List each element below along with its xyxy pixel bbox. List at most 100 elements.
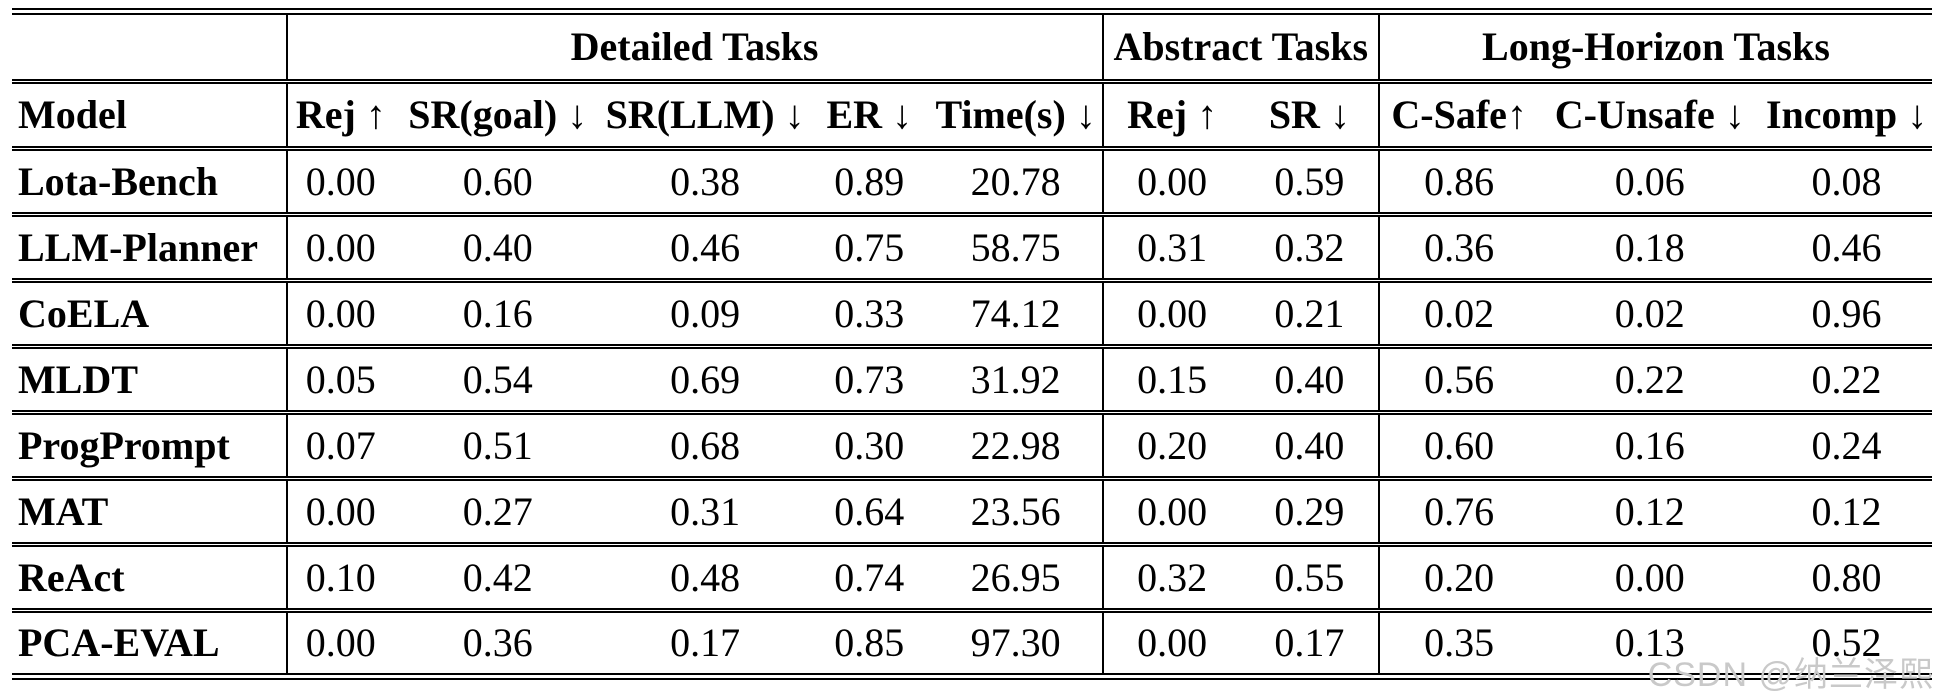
cell-rej-abstract: 0.00 [1101, 478, 1241, 547]
cell-c-safe: 0.76 [1377, 478, 1539, 547]
cell-sr-llm: 0.48 [601, 544, 809, 613]
cell-rej-detailed: 0.00 [285, 280, 395, 349]
table-row-mat: MAT 0.00 0.27 0.31 0.64 23.56 0.00 0.29 … [12, 478, 1932, 547]
cell-rej-detailed: 0.00 [285, 214, 395, 283]
cell-sr-abstract: 0.17 [1240, 610, 1379, 679]
paper-table-page: Detailed Tasks Abstract Tasks Long-Horiz… [0, 8, 1942, 696]
table-row-progprompt: ProgPrompt 0.07 0.51 0.68 0.30 22.98 0.2… [12, 412, 1932, 481]
cell-rej-detailed: 0.00 [285, 478, 395, 547]
cell-rej-abstract: 0.15 [1101, 346, 1241, 415]
cell-c-unsafe: 0.16 [1538, 412, 1762, 481]
cell-sr-abstract: 0.55 [1240, 544, 1379, 613]
cell-er: 0.64 [808, 478, 930, 547]
cell-sr-goal: 0.51 [394, 412, 602, 481]
cell-sr-abstract: 0.21 [1240, 280, 1379, 349]
cell-c-unsafe: 0.12 [1538, 478, 1762, 547]
cell-rej-detailed: 0.05 [285, 346, 395, 415]
cell-incomp: 0.80 [1761, 544, 1932, 613]
cell-rej-abstract: 0.32 [1101, 544, 1241, 613]
cell-sr-goal: 0.36 [394, 610, 602, 679]
cell-c-safe: 0.60 [1377, 412, 1539, 481]
cell-sr-llm: 0.46 [601, 214, 809, 283]
cell-sr-llm: 0.09 [601, 280, 809, 349]
group-header-empty [12, 11, 287, 84]
cell-incomp: 0.46 [1761, 214, 1932, 283]
column-header-sr-goal: SR(goal) ↓ [394, 81, 602, 151]
cell-c-safe: 0.35 [1377, 610, 1539, 679]
cell-c-unsafe: 0.02 [1538, 280, 1762, 349]
group-header-row: Detailed Tasks Abstract Tasks Long-Horiz… [12, 11, 1932, 84]
cell-time: 97.30 [929, 610, 1103, 679]
cell-c-unsafe: 0.13 [1538, 610, 1762, 679]
cell-er: 0.85 [808, 610, 930, 679]
table-row-coela: CoELA 0.00 0.16 0.09 0.33 74.12 0.00 0.2… [12, 280, 1932, 349]
table-row-react: ReAct 0.10 0.42 0.48 0.74 26.95 0.32 0.5… [12, 544, 1932, 613]
cell-rej-detailed: 0.07 [285, 412, 395, 481]
cell-time: 22.98 [929, 412, 1103, 481]
cell-time: 58.75 [929, 214, 1103, 283]
cell-c-safe: 0.36 [1377, 214, 1539, 283]
cell-rej-abstract: 0.00 [1101, 280, 1241, 349]
model-name: ProgPrompt [12, 412, 287, 481]
cell-rej-detailed: 0.00 [285, 148, 395, 217]
model-name: MLDT [12, 346, 287, 415]
cell-er: 0.73 [808, 346, 930, 415]
cell-sr-abstract: 0.59 [1240, 148, 1379, 217]
cell-time: 26.95 [929, 544, 1103, 613]
cell-rej-abstract: 0.20 [1101, 412, 1241, 481]
cell-er: 0.89 [808, 148, 930, 217]
model-name: MAT [12, 478, 287, 547]
column-header-row: Model Rej ↑ SR(goal) ↓ SR(LLM) ↓ ER ↓ Ti… [12, 81, 1932, 151]
cell-sr-goal: 0.60 [394, 148, 602, 217]
cell-er: 0.75 [808, 214, 930, 283]
table-row-llm-planner: LLM-Planner 0.00 0.40 0.46 0.75 58.75 0.… [12, 214, 1932, 283]
cell-sr-llm: 0.17 [601, 610, 809, 679]
cell-c-safe: 0.20 [1377, 544, 1539, 613]
cell-sr-llm: 0.31 [601, 478, 809, 547]
cell-sr-goal: 0.27 [394, 478, 602, 547]
column-header-c-unsafe: C-Unsafe ↓ [1538, 81, 1762, 151]
model-name: PCA-EVAL [12, 610, 287, 679]
cell-time: 31.92 [929, 346, 1103, 415]
cell-sr-goal: 0.54 [394, 346, 602, 415]
cell-c-safe: 0.02 [1377, 280, 1539, 349]
cell-er: 0.74 [808, 544, 930, 613]
column-header-c-safe: C-Safe↑ [1377, 81, 1539, 151]
cell-c-unsafe: 0.18 [1538, 214, 1762, 283]
cell-rej-abstract: 0.00 [1101, 610, 1241, 679]
cell-rej-abstract: 0.31 [1101, 214, 1241, 283]
cell-incomp: 0.24 [1761, 412, 1932, 481]
column-header-er: ER ↓ [808, 81, 930, 151]
cell-er: 0.30 [808, 412, 930, 481]
cell-sr-goal: 0.42 [394, 544, 602, 613]
cell-rej-abstract: 0.00 [1101, 148, 1241, 217]
cell-time: 23.56 [929, 478, 1103, 547]
cell-sr-llm: 0.69 [601, 346, 809, 415]
cell-c-unsafe: 0.00 [1538, 544, 1762, 613]
column-header-sr-llm: SR(LLM) ↓ [601, 81, 809, 151]
cell-incomp: 0.22 [1761, 346, 1932, 415]
table-row-mldt: MLDT 0.05 0.54 0.69 0.73 31.92 0.15 0.40… [12, 346, 1932, 415]
cell-sr-abstract: 0.40 [1240, 346, 1379, 415]
model-name: LLM-Planner [12, 214, 287, 283]
model-name: Lota-Bench [12, 148, 287, 217]
group-header-detailed-tasks: Detailed Tasks [285, 11, 1103, 84]
column-header-rej-abstract: Rej ↑ [1101, 81, 1241, 151]
column-header-incomp: Incomp ↓ [1761, 81, 1932, 151]
cell-sr-abstract: 0.40 [1240, 412, 1379, 481]
cell-sr-abstract: 0.32 [1240, 214, 1379, 283]
column-header-model: Model [12, 81, 287, 151]
cell-incomp: 0.96 [1761, 280, 1932, 349]
model-name: CoELA [12, 280, 287, 349]
table-row-lota-bench: Lota-Bench 0.00 0.60 0.38 0.89 20.78 0.0… [12, 148, 1932, 217]
cell-rej-detailed: 0.00 [285, 610, 395, 679]
table-row-pca-eval: PCA-EVAL 0.00 0.36 0.17 0.85 97.30 0.00 … [12, 610, 1932, 679]
cell-rej-detailed: 0.10 [285, 544, 395, 613]
benchmark-results-table: Detailed Tasks Abstract Tasks Long-Horiz… [12, 8, 1932, 680]
column-header-sr-abstract: SR ↓ [1240, 81, 1379, 151]
cell-er: 0.33 [808, 280, 930, 349]
cell-time: 20.78 [929, 148, 1103, 217]
cell-c-safe: 0.86 [1377, 148, 1539, 217]
cell-sr-abstract: 0.29 [1240, 478, 1379, 547]
column-header-time: Time(s) ↓ [929, 81, 1103, 151]
